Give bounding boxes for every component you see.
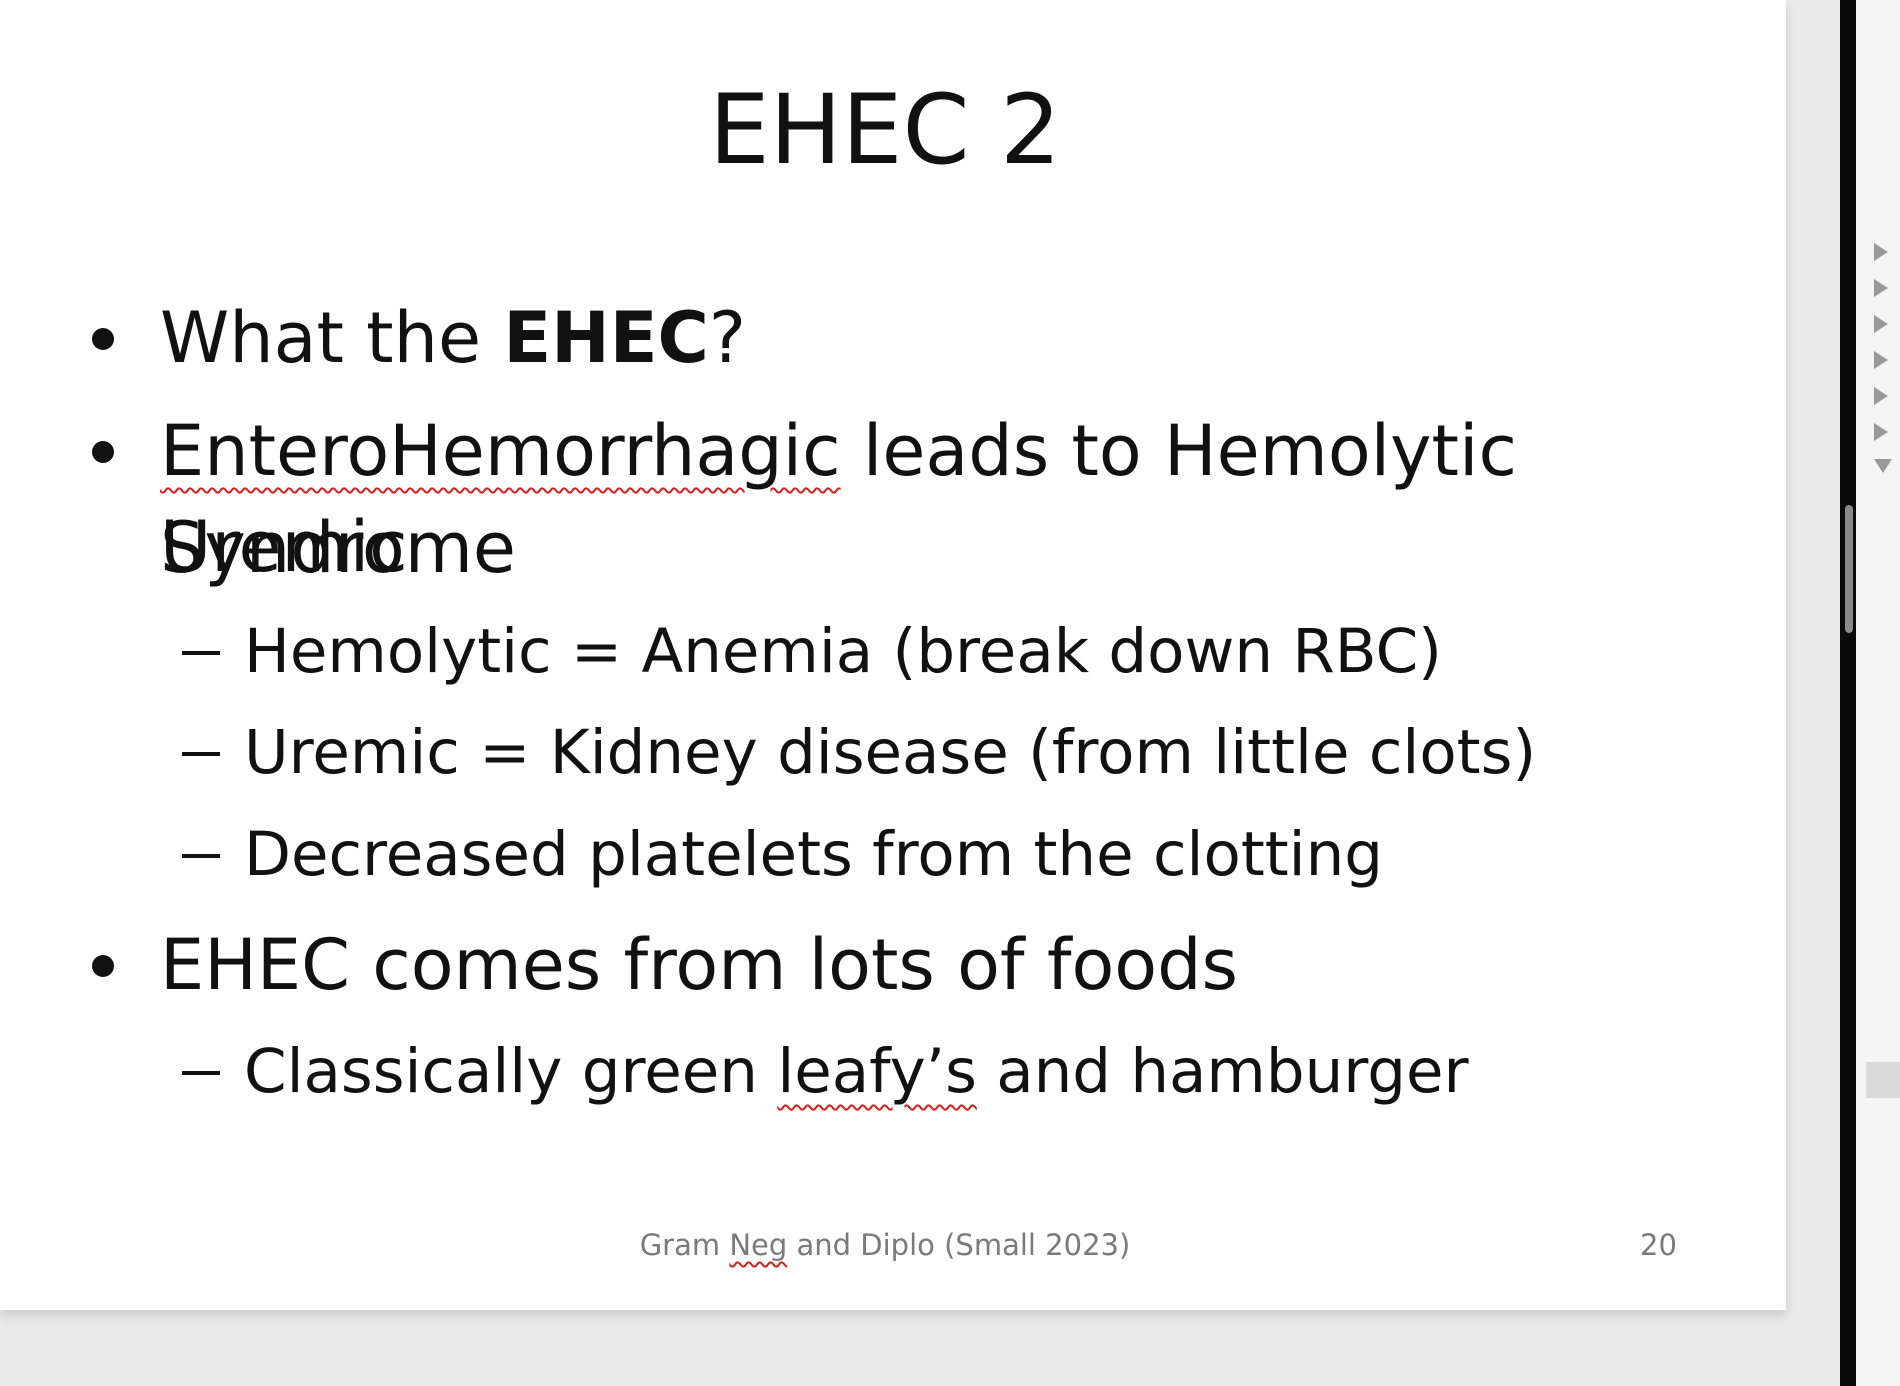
expand-arrow-icon[interactable]: [1874, 387, 1888, 405]
slide-canvas[interactable]: EHEC 2 What the EHEC? EnteroHemorrhagic …: [0, 0, 1786, 1310]
bullet-dot-icon: [92, 328, 114, 350]
sub-bullet-classically[interactable]: Classically green leafy’s and hamburger: [182, 1032, 1469, 1112]
bullet-dot-icon: [92, 441, 114, 463]
dash-icon: [182, 651, 220, 656]
bullet-text-part: What the: [160, 297, 504, 379]
slide-title[interactable]: EHEC 2: [708, 74, 1062, 186]
panel-tab[interactable]: [1866, 1062, 1900, 1098]
spellcheck-word[interactable]: leafy’s: [777, 1036, 977, 1107]
sub-bullet-text: Decreased platelets from the clotting: [244, 819, 1383, 890]
collapse-arrow-icon[interactable]: [1874, 459, 1892, 473]
bullet-dot-icon: [92, 955, 114, 977]
footer-text-part: and Diplo (Small 2023): [787, 1228, 1131, 1262]
bullet-text-part: leads to Hemolytic Uremic: [160, 410, 1517, 588]
slide-number: 20: [1640, 1228, 1677, 1262]
footer-text-part: Gram: [639, 1228, 730, 1262]
sub-bullet-uremic[interactable]: Uremic = Kidney disease (from little clo…: [182, 713, 1536, 793]
side-panel: [1856, 0, 1900, 1386]
bullet-what-the-ehec[interactable]: What the EHEC?: [0, 290, 1786, 386]
expand-arrow-icon[interactable]: [1874, 279, 1888, 297]
dash-icon: [182, 1071, 220, 1076]
expand-arrow-icon[interactable]: [1874, 351, 1888, 369]
slide-footer[interactable]: Gram Neg and Diplo (Small 2023): [0, 1228, 1770, 1262]
sub-bullet-hemolytic[interactable]: Hemolytic = Anemia (break down RBC): [182, 612, 1442, 692]
bullet-text: EHEC comes from lots of foods: [160, 924, 1239, 1006]
dash-icon: [182, 854, 220, 859]
spellcheck-word[interactable]: Neg: [729, 1228, 788, 1262]
bullet-text-part: ?: [708, 297, 747, 379]
sub-bullet-text: and hamburger: [976, 1036, 1469, 1107]
bullet-enterohemorrhagic[interactable]: EnteroHemorrhagic leads to Hemolytic Ure…: [0, 403, 1786, 595]
sub-bullet-text: Hemolytic = Anemia (break down RBC): [244, 616, 1442, 687]
sub-bullet-platelets[interactable]: Decreased platelets from the clotting: [182, 815, 1383, 895]
expand-arrow-icon[interactable]: [1874, 423, 1888, 441]
dash-icon: [182, 752, 220, 757]
bullet-text: What the EHEC?: [160, 290, 1700, 386]
scrollbar-thumb[interactable]: [1845, 505, 1853, 633]
bullet-text-continuation: Syndrome: [160, 507, 516, 589]
spellcheck-word[interactable]: EnteroHemorrhagic: [160, 410, 841, 492]
bullet-ehec-foods[interactable]: EHEC comes from lots of foods: [0, 917, 1786, 1013]
vertical-scrollbar[interactable]: [1840, 0, 1856, 1386]
bullet-bold-term: EHEC: [503, 297, 709, 379]
bullet-text: EnteroHemorrhagic leads to Hemolytic Ure…: [160, 403, 1700, 595]
expand-arrow-icon[interactable]: [1874, 315, 1888, 333]
sub-bullet-text: Classically green: [244, 1036, 778, 1107]
expand-arrow-icon[interactable]: [1874, 243, 1888, 261]
sub-bullet-text: Uremic = Kidney disease (from little clo…: [244, 717, 1537, 788]
